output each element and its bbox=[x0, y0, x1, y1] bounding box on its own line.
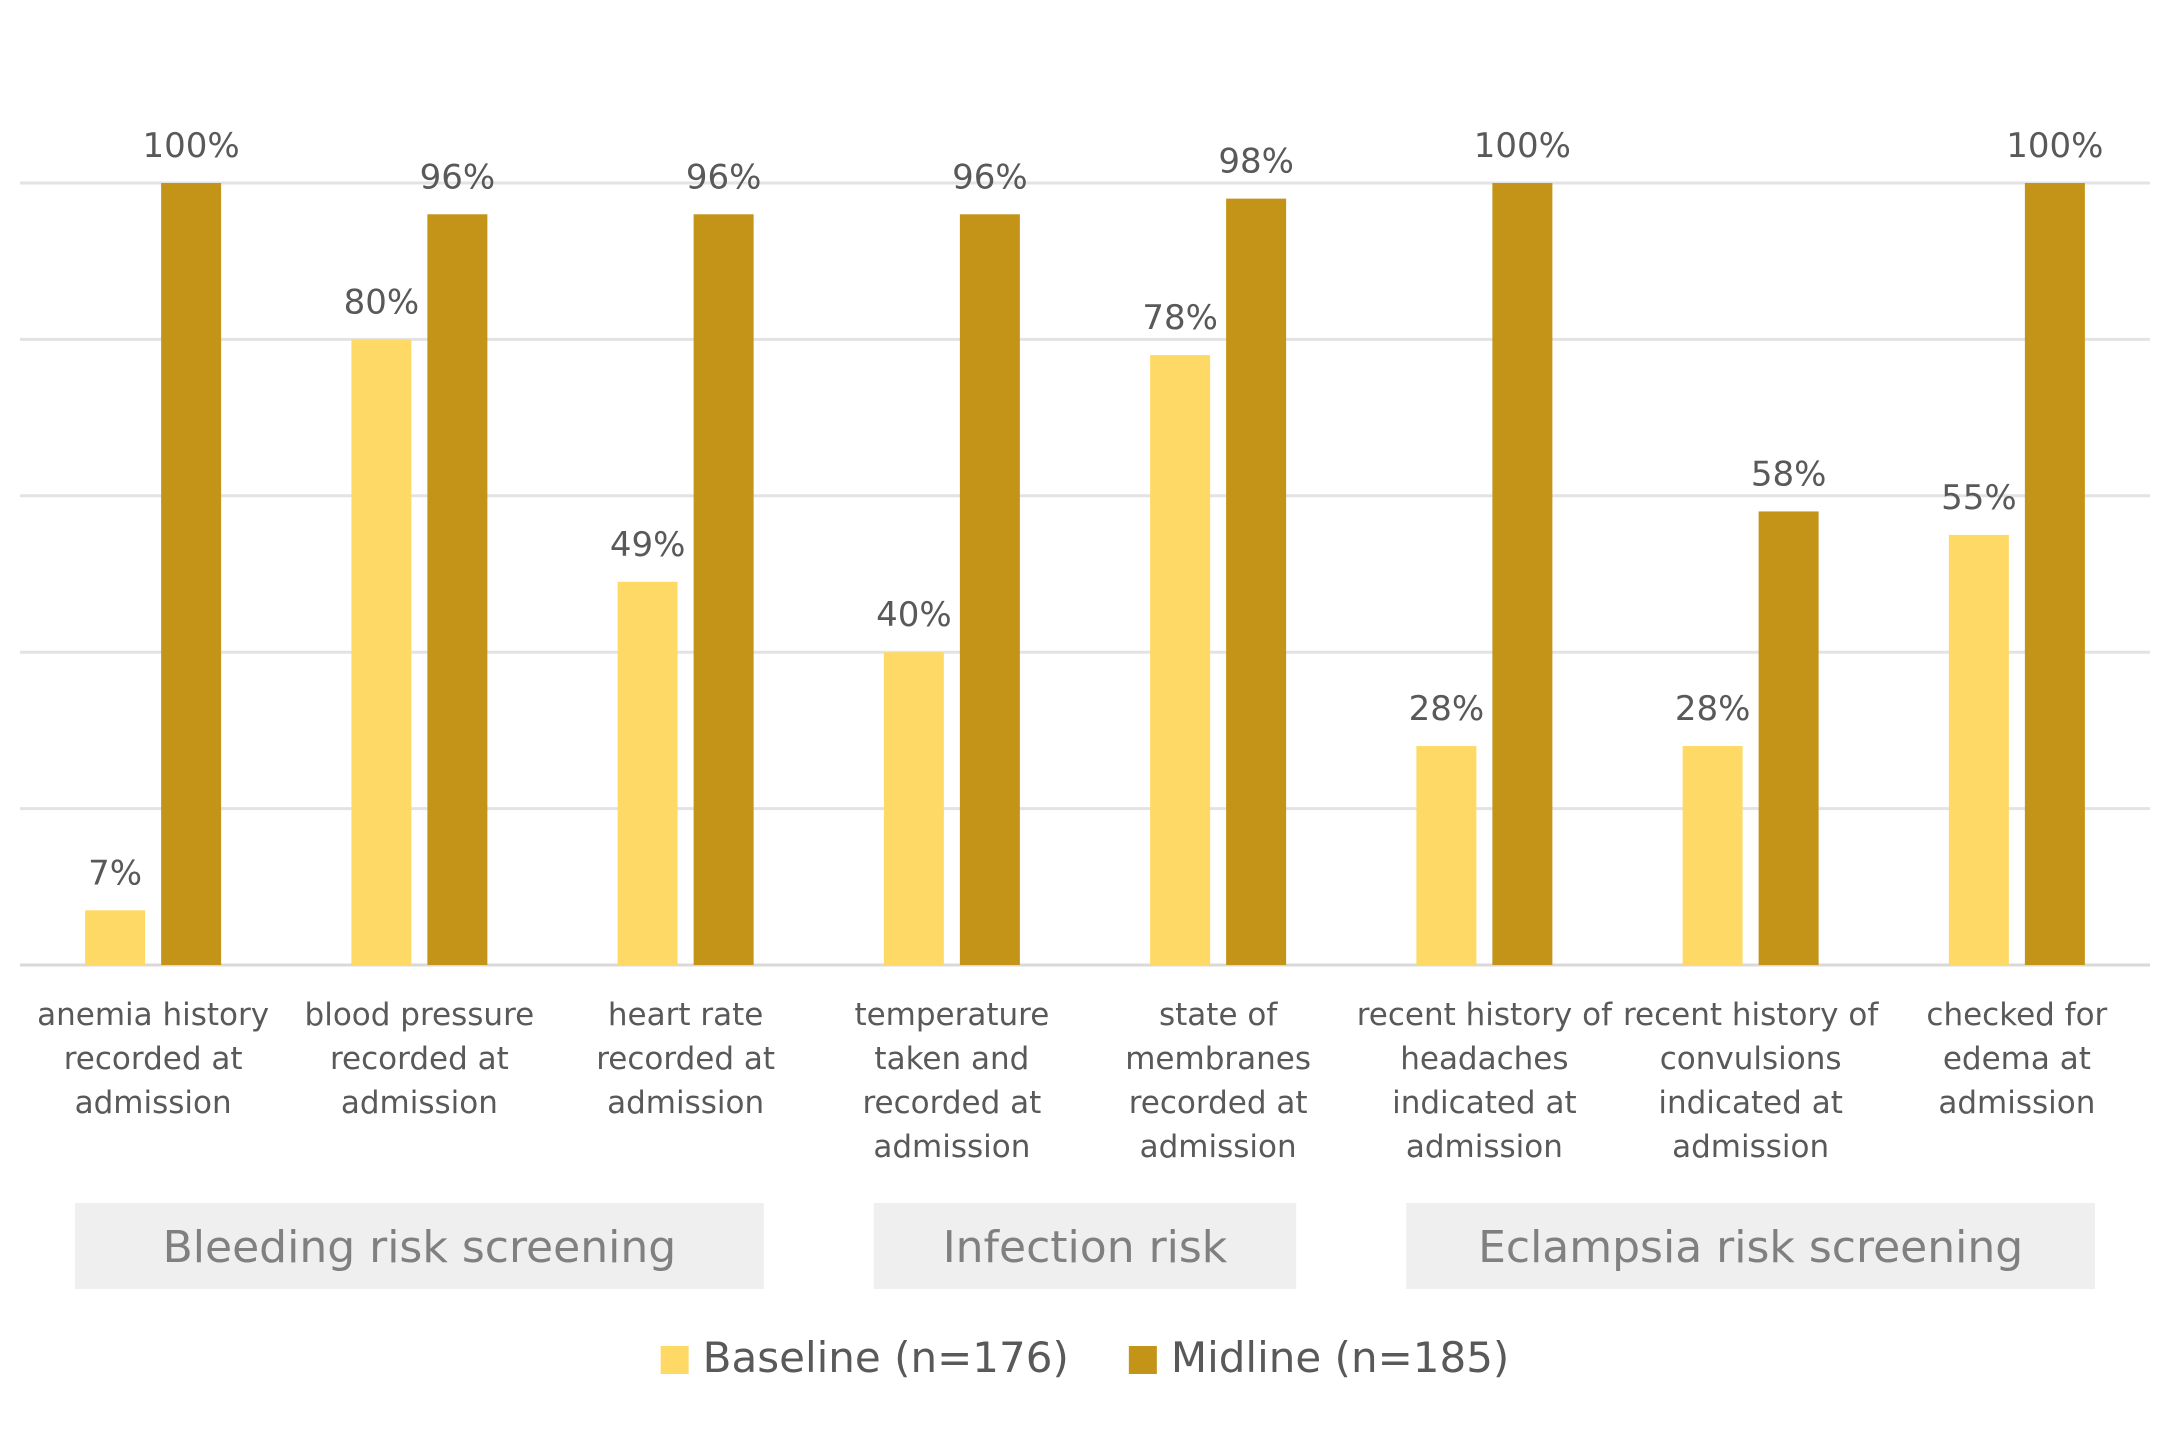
midline-bar bbox=[693, 214, 754, 965]
group-label: Eclampsia risk screening bbox=[1478, 1222, 2023, 1273]
gridlines bbox=[20, 181, 2150, 967]
midline-bar bbox=[1226, 198, 1287, 965]
legend-swatch bbox=[1128, 1346, 1157, 1374]
midline-bar bbox=[427, 214, 488, 965]
category-label: blood pressure recorded at admission bbox=[305, 997, 535, 1121]
category-label: checked for edema at admission bbox=[1926, 997, 2107, 1121]
group-label: Infection risk bbox=[943, 1222, 1228, 1273]
baseline-data-label: 28% bbox=[1409, 689, 1485, 729]
category-label: temperature taken and recorded at admission bbox=[854, 997, 1049, 1165]
midline-data-label: 96% bbox=[686, 157, 762, 197]
category-labels: anemia history recorded at admission blood … bbox=[37, 997, 2107, 1165]
baseline-data-label: 78% bbox=[1142, 298, 1218, 338]
legend-label: Baseline (n=176) bbox=[703, 1333, 1069, 1382]
category-groups: Bleeding risk screening Infection risk Ecl… bbox=[75, 1203, 2095, 1289]
midline-bar bbox=[959, 214, 1020, 965]
baseline-bar bbox=[1682, 746, 1743, 965]
baseline-bar bbox=[883, 652, 944, 965]
midline-bar bbox=[2024, 183, 2085, 965]
midline-data-label: 96% bbox=[420, 157, 496, 197]
category-label: heart rate recorded at admission bbox=[596, 997, 775, 1121]
midline-data-label: 100% bbox=[2006, 126, 2103, 166]
legend: Baseline (n=176) Midline (n=185) bbox=[660, 1333, 1509, 1382]
data-labels: 7% 80% 49% 40% 78% 28% 28% 55% 100% 96% 96% 96% 98% 1… bbox=[88, 126, 2103, 893]
midline-bar bbox=[1758, 511, 1819, 965]
baseline-bar bbox=[1416, 746, 1477, 965]
category-label: state of membranes recorded at admission bbox=[1125, 997, 1311, 1165]
baseline-data-label: 80% bbox=[344, 282, 420, 322]
baseline-bar bbox=[85, 910, 146, 965]
category-label: recent history of convulsions indicated at… bbox=[1623, 997, 1879, 1165]
group-box bbox=[873, 1203, 1297, 1289]
midline-data-label: 100% bbox=[1474, 126, 1571, 166]
midline-data-label: 98% bbox=[1218, 142, 1294, 182]
midline-data-label: 96% bbox=[952, 157, 1028, 197]
legend-swatch bbox=[660, 1346, 689, 1374]
baseline-data-label: 49% bbox=[610, 525, 686, 565]
midline-data-label: 58% bbox=[1751, 454, 1827, 494]
baseline-bar bbox=[1150, 355, 1211, 965]
midline-bar bbox=[161, 183, 222, 965]
baseline-bar bbox=[617, 581, 678, 965]
baseline-data-label: 40% bbox=[876, 595, 952, 635]
baseline-data-label: 7% bbox=[88, 853, 142, 893]
group-box bbox=[75, 1203, 764, 1289]
baseline-data-label: 55% bbox=[1941, 478, 2017, 518]
baseline-bar bbox=[351, 339, 412, 965]
baseline-bar bbox=[1948, 534, 2009, 965]
bars bbox=[85, 183, 2085, 965]
midline-bar bbox=[1492, 183, 1553, 965]
group-box bbox=[1406, 1203, 2095, 1289]
category-label: anemia history recorded at admission bbox=[37, 997, 269, 1121]
category-label: recent history of headaches indicated at ad… bbox=[1357, 997, 1613, 1165]
group-label: Bleeding risk screening bbox=[163, 1222, 677, 1273]
midline-data-label: 100% bbox=[143, 126, 240, 166]
baseline-data-label: 28% bbox=[1675, 689, 1751, 729]
legend-label: Midline (n=185) bbox=[1171, 1333, 1509, 1382]
